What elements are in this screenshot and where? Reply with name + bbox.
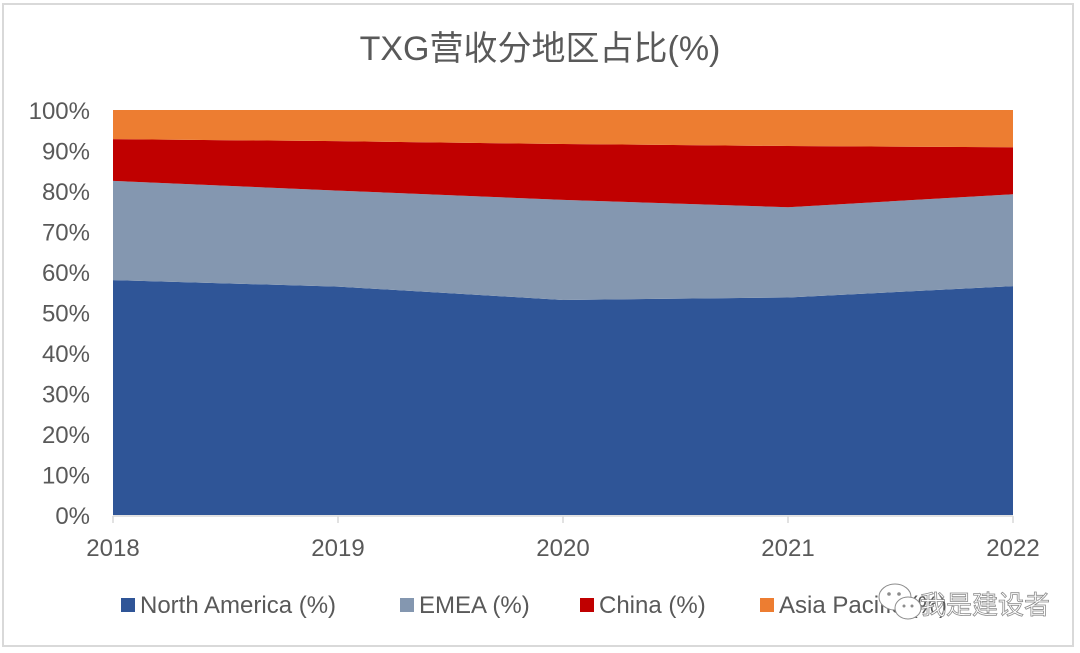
area-series-0 — [113, 280, 1013, 515]
legend: North America (%) EMEA (%) China (%) Asia P… — [121, 592, 947, 619]
legend-swatch — [400, 598, 414, 612]
area-series-2 — [113, 139, 1013, 208]
y-tick-label: 40% — [42, 341, 90, 368]
legend-item-2: China (%) — [580, 592, 706, 619]
y-tick-label: 30% — [42, 382, 90, 409]
watermark-text: 我是建设者 — [920, 590, 1050, 620]
y-tick-label: 90% — [42, 139, 90, 166]
legend-label: North America (%) — [140, 592, 336, 619]
y-tick-label: 20% — [42, 422, 90, 449]
x-tick-label: 2021 — [761, 535, 814, 562]
watermark: 我是建设者 — [878, 583, 1050, 620]
x-tick-label: 2019 — [311, 535, 364, 562]
x-tick-label: 2022 — [986, 535, 1039, 562]
legend-label: China (%) — [599, 592, 706, 619]
legend-swatch — [760, 598, 774, 612]
y-tick-label: 60% — [42, 260, 90, 287]
x-tick-label: 2020 — [536, 535, 589, 562]
y-tick-label: 70% — [42, 220, 90, 247]
x-tick-label: 2018 — [86, 535, 139, 562]
y-tick-label: 50% — [42, 301, 90, 328]
chart-title: TXG营收分地区占比(%) — [360, 30, 721, 68]
legend-item-1: EMEA (%) — [400, 592, 530, 619]
y-tick-label: 80% — [42, 179, 90, 206]
y-axis: 0% 10% 20% 30% 40% 50% 60% 70% 80% 90% 100% — [29, 98, 90, 530]
area-layer — [113, 110, 1013, 515]
x-axis: 2018 2019 2020 2021 2022 — [86, 515, 1040, 562]
area-series-3 — [113, 110, 1013, 148]
y-tick-label: 10% — [42, 463, 90, 490]
y-tick-label: 100% — [29, 98, 90, 125]
legend-item-0: North America (%) — [121, 592, 336, 619]
wechat-icon — [878, 583, 922, 620]
legend-swatch — [580, 598, 594, 612]
legend-swatch — [121, 598, 135, 612]
y-tick-label: 0% — [55, 503, 90, 530]
legend-label: EMEA (%) — [419, 592, 530, 619]
area-series-1 — [113, 180, 1013, 300]
